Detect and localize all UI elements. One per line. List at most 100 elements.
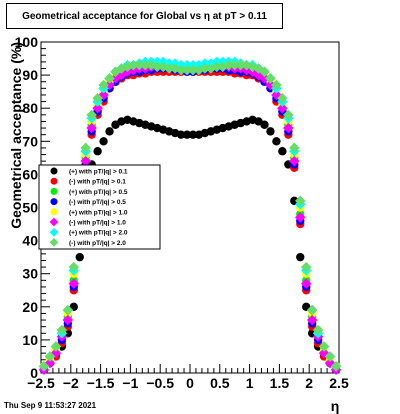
data-point bbox=[104, 73, 115, 84]
x-tick-label: 1 bbox=[246, 375, 254, 391]
data-point bbox=[181, 64, 193, 76]
data-point bbox=[93, 147, 102, 156]
y-tick-label: 90 bbox=[22, 67, 38, 83]
data-point bbox=[283, 122, 294, 134]
legend-label: (-) with pT/|q| > 1.0 bbox=[69, 220, 126, 227]
data-point bbox=[68, 278, 80, 289]
x-axis: −2.5 −2 −1.5 −1 −0.5 0 0.5 1 1.5 2 2.5 bbox=[27, 364, 349, 391]
legend-label: (+) with pT/|q| > 0.1 bbox=[69, 169, 128, 176]
x-axis-label: η bbox=[331, 398, 340, 414]
data-point bbox=[44, 351, 56, 362]
y-tick-label: 40 bbox=[22, 233, 38, 249]
data-point bbox=[312, 324, 324, 336]
series-8 bbox=[38, 59, 342, 372]
data-point bbox=[163, 63, 175, 74]
data-point bbox=[306, 314, 318, 326]
data-point bbox=[62, 314, 74, 326]
legend-entry: (+) with pT/|q| > 0.5 bbox=[50, 187, 128, 196]
x-tick-label: −2 bbox=[63, 375, 79, 391]
legend-entry: (+) with pT/|q| > 0.1 bbox=[50, 167, 128, 176]
data-point bbox=[283, 109, 294, 121]
data-point bbox=[259, 66, 270, 78]
data-point bbox=[128, 59, 139, 71]
data-point bbox=[324, 351, 336, 362]
data-point bbox=[277, 102, 288, 114]
data-point bbox=[92, 102, 103, 114]
data-point bbox=[86, 109, 97, 121]
data-point bbox=[289, 155, 300, 167]
data-point bbox=[217, 61, 229, 73]
data-point bbox=[259, 73, 270, 84]
data-point bbox=[80, 155, 91, 167]
data-point bbox=[99, 137, 108, 146]
data-point bbox=[86, 122, 97, 134]
data-point bbox=[92, 93, 103, 104]
y-tick-label: 10 bbox=[22, 332, 38, 348]
y-tick-label: 50 bbox=[22, 200, 38, 216]
data-point bbox=[122, 61, 133, 73]
data-point bbox=[140, 59, 151, 71]
legend-marker bbox=[50, 198, 58, 206]
y-tick-label: 60 bbox=[22, 166, 38, 182]
data-point bbox=[176, 130, 186, 139]
data-point bbox=[75, 252, 84, 262]
data-point bbox=[187, 64, 199, 76]
x-tick-label: 2.5 bbox=[329, 375, 349, 391]
data-point bbox=[306, 304, 318, 316]
data-point bbox=[318, 341, 330, 352]
legend-label: (-) with pT/|q| > 0.5 bbox=[69, 199, 126, 206]
data-point bbox=[199, 63, 211, 74]
x-tick-label: 0 bbox=[186, 375, 194, 391]
data-point bbox=[62, 304, 74, 316]
data-point bbox=[271, 79, 282, 91]
data-point bbox=[38, 361, 50, 372]
x-tick-label: 2 bbox=[305, 375, 313, 391]
data-point bbox=[105, 127, 114, 136]
data-point bbox=[182, 130, 192, 139]
legend-marker bbox=[50, 208, 58, 216]
legend-entry: (-) with pT/|q| > 0.1 bbox=[50, 177, 126, 186]
x-tick-label: 1.5 bbox=[270, 375, 290, 391]
legend-box bbox=[38, 164, 161, 250]
legend-label: (+) with pT/|q| > 1.0 bbox=[69, 209, 128, 216]
data-point bbox=[229, 59, 240, 71]
data-point bbox=[277, 93, 288, 104]
y-axis: 0 10 20 30 40 50 60 70 80 90 100 bbox=[15, 34, 50, 381]
footer-timestamp: Thu Sep 9 11:53:27 2021 bbox=[4, 401, 97, 410]
legend-marker bbox=[50, 177, 58, 185]
data-point bbox=[295, 195, 306, 207]
y-axis-label: Geometrical acceptance (%) bbox=[8, 42, 24, 229]
legend-entry: (+) with pT/|q| > 2.0 bbox=[49, 227, 128, 237]
data-point bbox=[151, 61, 163, 73]
legend-marker bbox=[49, 217, 59, 227]
x-tick-label: −1 bbox=[122, 375, 138, 391]
y-tick-label: 20 bbox=[22, 299, 38, 315]
legend-entry: (-) with pT/|q| > 2.0 bbox=[49, 238, 126, 247]
data-point bbox=[175, 64, 187, 76]
data-point bbox=[235, 59, 246, 71]
legend-marker bbox=[50, 167, 58, 175]
data-point bbox=[296, 252, 305, 262]
data-point bbox=[289, 142, 300, 154]
data-point bbox=[272, 137, 281, 146]
x-tick-label: −1.5 bbox=[87, 375, 115, 391]
y-tick-label: 0 bbox=[30, 365, 38, 381]
y-tick-label: 100 bbox=[15, 34, 39, 50]
data-point bbox=[56, 324, 68, 336]
data-point bbox=[98, 79, 109, 91]
legend-label: (-) with pT/|q| > 0.1 bbox=[69, 179, 126, 186]
legend-label: (-) with pT/|q| > 2.0 bbox=[69, 240, 126, 247]
data-point bbox=[260, 120, 269, 129]
x-tick-label: −2.5 bbox=[27, 375, 55, 391]
legend-entry: (-) with pT/|q| > 0.5 bbox=[50, 198, 126, 206]
y-tick-label: 80 bbox=[22, 100, 38, 116]
data-point bbox=[330, 361, 342, 372]
legend-label: (+) with pT/|q| > 2.0 bbox=[69, 230, 128, 237]
y-tick-label: 30 bbox=[22, 266, 38, 282]
data-point bbox=[211, 61, 223, 73]
legend-entry: (-) with pT/|q| > 1.0 bbox=[49, 217, 126, 227]
legend-label: (+) with pT/|q| > 0.5 bbox=[69, 189, 128, 196]
data-point bbox=[134, 59, 145, 71]
x-tick-label: −0.5 bbox=[146, 375, 174, 391]
